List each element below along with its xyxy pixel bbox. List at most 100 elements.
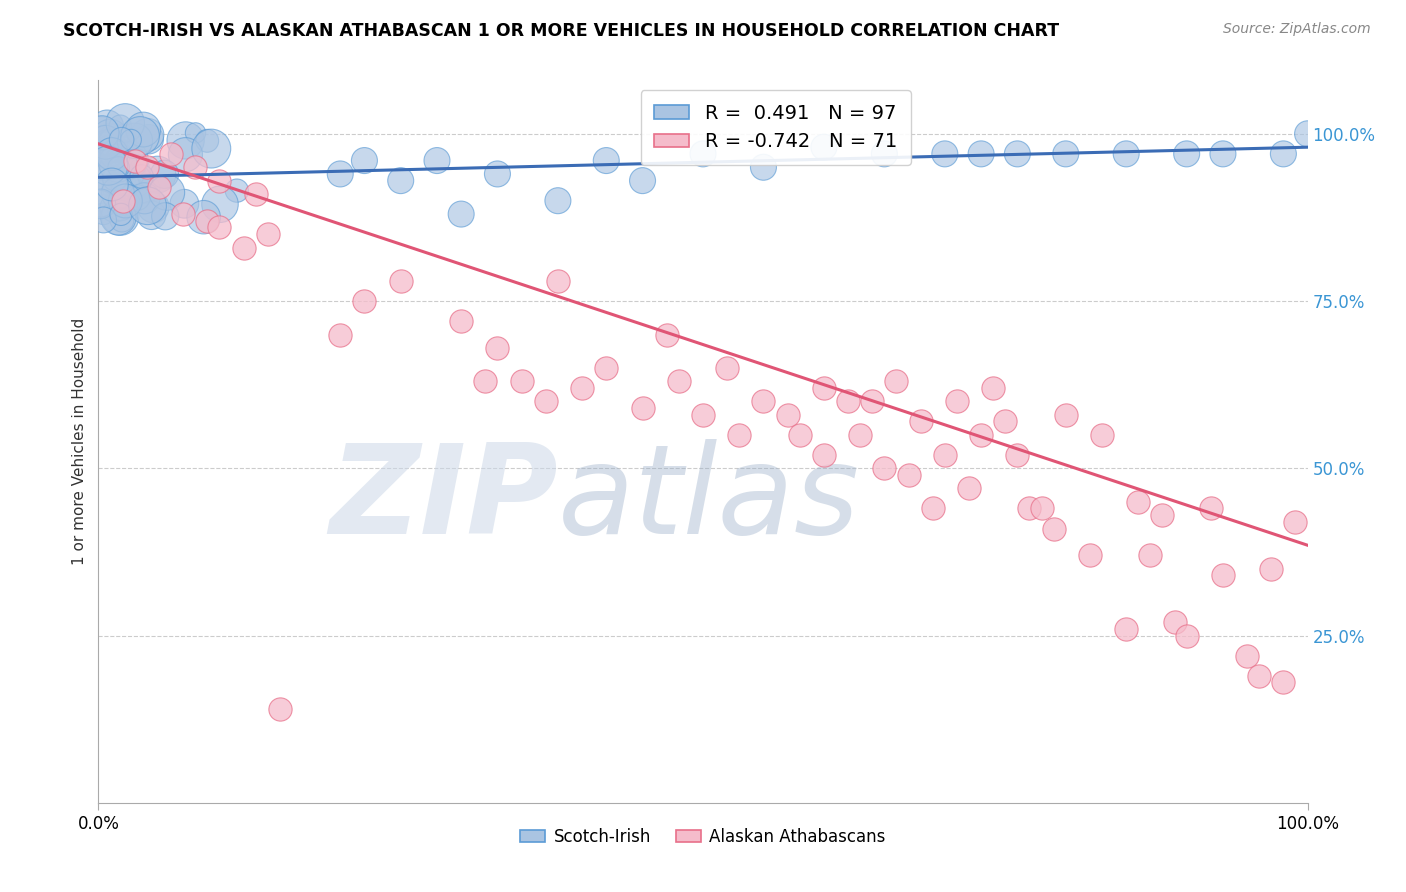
Point: [994, 414, 1017, 429]
Point: [173, 196, 195, 211]
Point: [1007, 147, 1029, 161]
Point: [474, 375, 496, 389]
Point: [107, 186, 129, 201]
Point: [1260, 562, 1282, 576]
Point: [115, 197, 138, 211]
Point: [90, 126, 112, 140]
Point: [389, 274, 412, 288]
Point: [110, 210, 132, 224]
Point: [886, 375, 908, 389]
Point: [934, 147, 956, 161]
Point: [1199, 501, 1222, 516]
Point: [1054, 408, 1077, 422]
Point: [1249, 669, 1271, 683]
Point: [1212, 147, 1234, 161]
Point: [101, 160, 124, 174]
Point: [776, 408, 799, 422]
Point: [353, 153, 375, 168]
Point: [789, 427, 811, 442]
Point: [849, 427, 872, 442]
Point: [329, 167, 352, 181]
Point: [114, 194, 136, 208]
Point: [134, 191, 156, 205]
Point: [108, 179, 131, 194]
Point: [1007, 448, 1029, 462]
Point: [728, 427, 751, 442]
Point: [112, 172, 135, 186]
Point: [957, 482, 980, 496]
Point: [897, 467, 920, 482]
Point: [195, 214, 218, 228]
Point: [1296, 127, 1319, 141]
Point: [873, 147, 896, 161]
Point: [1236, 648, 1258, 663]
Point: [104, 137, 127, 152]
Point: [124, 134, 146, 148]
Point: [127, 191, 149, 205]
Point: [837, 394, 859, 409]
Point: [136, 128, 159, 142]
Point: [752, 394, 775, 409]
Point: [1018, 501, 1040, 516]
Point: [172, 207, 194, 221]
Point: [160, 147, 183, 161]
Point: [90, 169, 112, 183]
Point: [110, 207, 132, 221]
Point: [131, 169, 153, 184]
Point: [97, 159, 120, 173]
Point: [128, 161, 150, 176]
Point: [90, 197, 112, 211]
Point: [200, 142, 222, 156]
Point: [118, 153, 141, 167]
Point: [90, 125, 112, 139]
Text: SCOTCH-IRISH VS ALASKAN ATHABASCAN 1 OR MORE VEHICLES IN HOUSEHOLD CORRELATION C: SCOTCH-IRISH VS ALASKAN ATHABASCAN 1 OR …: [63, 22, 1059, 40]
Point: [208, 173, 231, 188]
Point: [329, 327, 352, 342]
Point: [547, 194, 569, 208]
Point: [104, 147, 127, 161]
Point: [129, 128, 152, 143]
Point: [156, 186, 179, 200]
Point: [128, 170, 150, 185]
Point: [1152, 508, 1174, 523]
Point: [138, 132, 160, 146]
Point: [692, 408, 714, 422]
Point: [107, 161, 129, 175]
Point: [153, 167, 176, 181]
Point: [1272, 147, 1295, 161]
Point: [101, 147, 124, 161]
Point: [450, 314, 472, 328]
Point: [668, 375, 690, 389]
Point: [1054, 147, 1077, 161]
Text: atlas: atlas: [558, 439, 860, 560]
Point: [112, 134, 135, 148]
Point: [97, 142, 120, 156]
Point: [225, 184, 247, 198]
Point: [114, 178, 136, 192]
Point: [136, 199, 159, 213]
Point: [142, 200, 165, 214]
Point: [1078, 548, 1101, 563]
Point: [94, 135, 117, 149]
Point: [1042, 521, 1064, 535]
Point: [1139, 548, 1161, 563]
Point: [120, 133, 142, 147]
Point: [970, 147, 993, 161]
Point: [353, 294, 375, 309]
Point: [96, 141, 118, 155]
Point: [813, 448, 835, 462]
Point: [110, 120, 132, 134]
Point: [813, 381, 835, 395]
Point: [486, 341, 509, 355]
Point: [90, 165, 112, 179]
Point: [1115, 147, 1137, 161]
Point: [148, 180, 170, 194]
Point: [245, 187, 267, 202]
Point: [716, 361, 738, 376]
Point: [101, 178, 124, 192]
Point: [193, 211, 215, 225]
Legend: Scotch-Irish, Alaskan Athabascans: Scotch-Irish, Alaskan Athabascans: [513, 821, 893, 852]
Point: [184, 126, 207, 140]
Point: [426, 153, 449, 168]
Point: [117, 199, 139, 213]
